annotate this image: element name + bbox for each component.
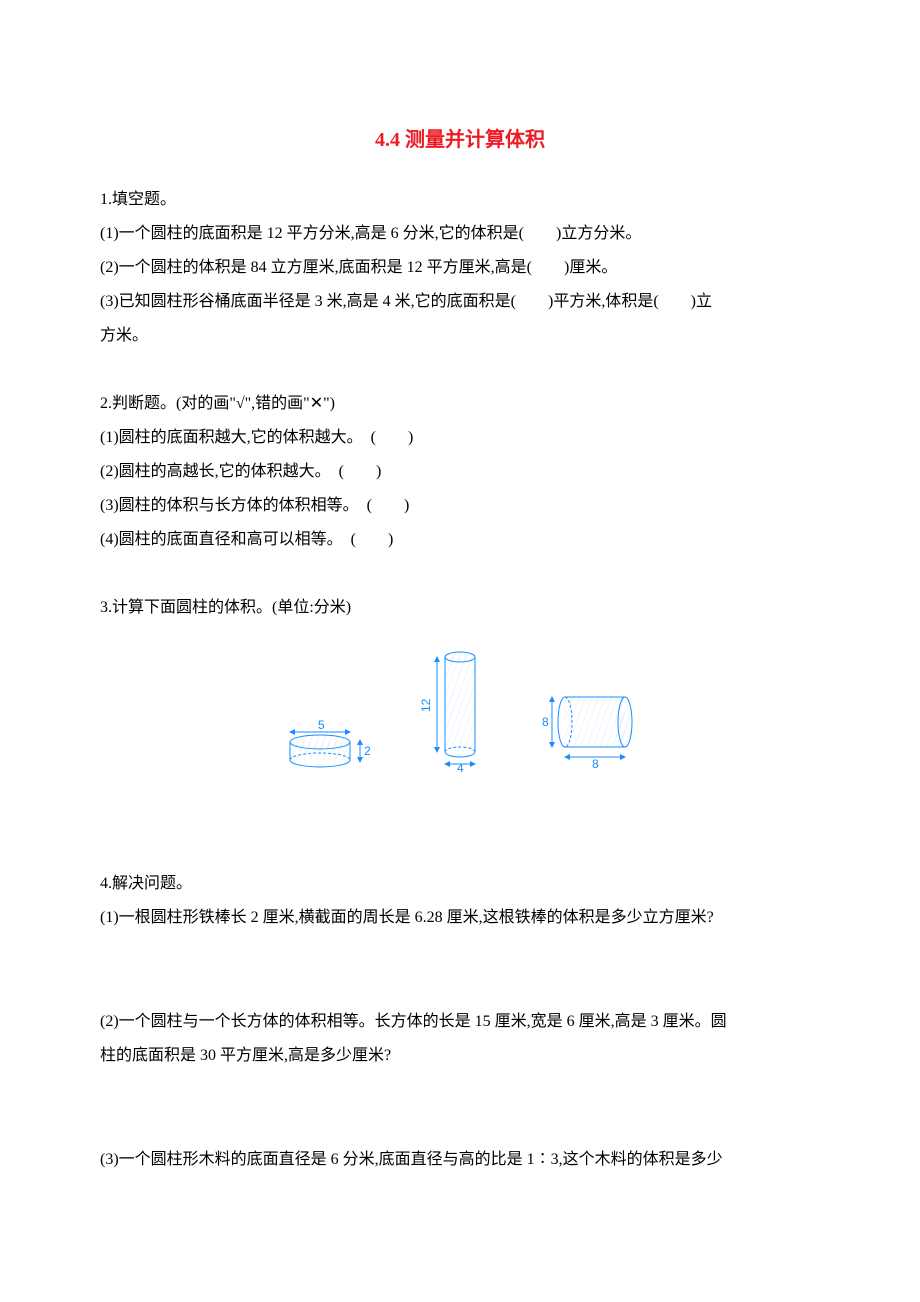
q4-item-2b: 柱的底面积是 30 平方厘米,高是多少厘米? bbox=[100, 1040, 820, 1072]
q4-item-2a: (2)一个圆柱与一个长方体的体积相等。长方体的长是 15 厘米,宽是 6 厘米,… bbox=[100, 1006, 820, 1038]
question-3: 3.计算下面圆柱的体积。(单位:分米) 5 2 bbox=[100, 592, 820, 772]
q1-item-3b: 方米。 bbox=[100, 320, 820, 352]
fig3-length-label: 8 bbox=[592, 757, 599, 771]
q1-item-3a: (3)已知圆柱形谷桶底面半径是 3 米,高是 4 米,它的底面积是( )平方米,… bbox=[100, 286, 820, 318]
q4-item-3: (3)一个圆柱形木料的底面直径是 6 分米,底面直径与高的比是 1∶3,这个木料… bbox=[100, 1144, 820, 1176]
fig1-diameter-label: 5 bbox=[318, 718, 325, 732]
page-title: 4.4 测量并计算体积 bbox=[100, 120, 820, 160]
q2-item-1: (1)圆柱的底面积越大,它的体积越大。 ( ) bbox=[100, 422, 820, 454]
q1-item-2: (2)一个圆柱的体积是 84 立方厘米,底面积是 12 平方厘米,高是( )厘米… bbox=[100, 252, 820, 284]
question-4: 4.解决问题。 (1)一根圆柱形铁棒长 2 厘米,横截面的周长是 6.28 厘米… bbox=[100, 868, 820, 1176]
q1-item-1: (1)一个圆柱的底面积是 12 平方分米,高是 6 分米,它的体积是( )立方分… bbox=[100, 218, 820, 250]
cylinder-figure-2: 12 4 bbox=[420, 642, 500, 772]
q1-heading: 1.填空题。 bbox=[100, 184, 820, 216]
fig1-height-label: 2 bbox=[364, 744, 371, 758]
q2-item-3: (3)圆柱的体积与长方体的体积相等。 ( ) bbox=[100, 490, 820, 522]
q2-item-2: (2)圆柱的高越长,它的体积越大。 ( ) bbox=[100, 456, 820, 488]
question-1: 1.填空题。 (1)一个圆柱的底面积是 12 平方分米,高是 6 分米,它的体积… bbox=[100, 184, 820, 352]
cylinder-figure-3: 8 8 bbox=[540, 682, 650, 772]
cylinder-figure-1: 5 2 bbox=[270, 712, 380, 772]
figure-row: 5 2 12 4 bbox=[100, 642, 820, 772]
q3-heading: 3.计算下面圆柱的体积。(单位:分米) bbox=[100, 592, 820, 624]
q4-item-1: (1)一根圆柱形铁棒长 2 厘米,横截面的周长是 6.28 厘米,这根铁棒的体积… bbox=[100, 902, 820, 934]
q2-heading: 2.判断题。(对的画"√",错的画"✕") bbox=[100, 388, 820, 420]
q4-heading: 4.解决问题。 bbox=[100, 868, 820, 900]
question-2: 2.判断题。(对的画"√",错的画"✕") (1)圆柱的底面积越大,它的体积越大… bbox=[100, 388, 820, 556]
fig2-diameter-label: 4 bbox=[457, 761, 464, 772]
q2-item-4: (4)圆柱的底面直径和高可以相等。 ( ) bbox=[100, 524, 820, 556]
fig2-height-label: 12 bbox=[420, 698, 433, 712]
fig3-diameter-label: 8 bbox=[542, 715, 549, 729]
